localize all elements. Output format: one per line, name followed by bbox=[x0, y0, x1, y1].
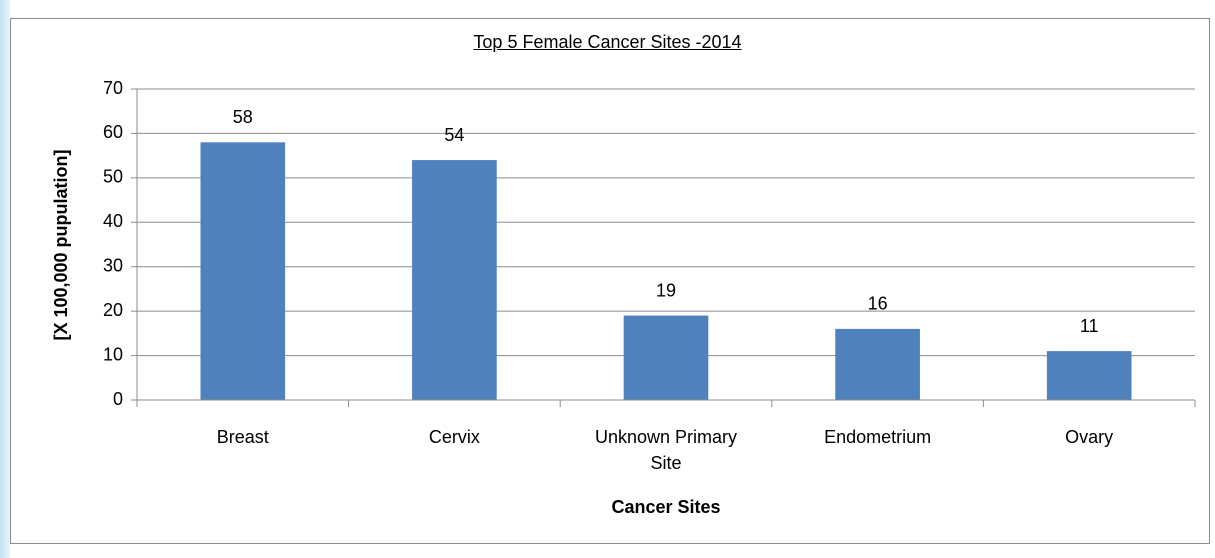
chart-frame bbox=[10, 18, 1210, 544]
chart-title: Top 5 Female Cancer Sites -2014 bbox=[473, 32, 742, 52]
bar bbox=[1046, 351, 1132, 400]
x-tick-label: Breast bbox=[216, 427, 269, 447]
data-label: 19 bbox=[656, 280, 676, 300]
data-label: 11 bbox=[1080, 316, 1099, 336]
y-tick-label: 30 bbox=[103, 255, 123, 275]
bar bbox=[835, 328, 920, 400]
x-tick-label: Unknown Primary Site bbox=[594, 427, 738, 473]
bar bbox=[623, 315, 709, 400]
side-strip bbox=[0, 0, 10, 558]
x-axis-label: Cancer Sites bbox=[611, 497, 721, 517]
x-tick-label: Ovary bbox=[1065, 427, 1114, 447]
y-axis-label: [X 100,000 pupulation] bbox=[51, 149, 71, 340]
y-tick-label: 0 bbox=[113, 389, 123, 409]
y-tick-label: 40 bbox=[103, 211, 123, 231]
y-tick-label: 70 bbox=[103, 78, 123, 98]
y-tick-label: 20 bbox=[103, 300, 123, 320]
x-tick-label: Cervix bbox=[428, 427, 480, 447]
y-tick-label: 10 bbox=[103, 344, 123, 364]
bar bbox=[200, 142, 286, 401]
x-tick-label: Endometrium bbox=[824, 427, 932, 447]
data-label: 58 bbox=[233, 107, 253, 127]
bar bbox=[412, 160, 497, 400]
data-label: 16 bbox=[868, 294, 888, 314]
data-label: 54 bbox=[444, 125, 464, 145]
y-tick-label: 50 bbox=[103, 167, 123, 187]
y-tick-label: 60 bbox=[103, 122, 123, 142]
